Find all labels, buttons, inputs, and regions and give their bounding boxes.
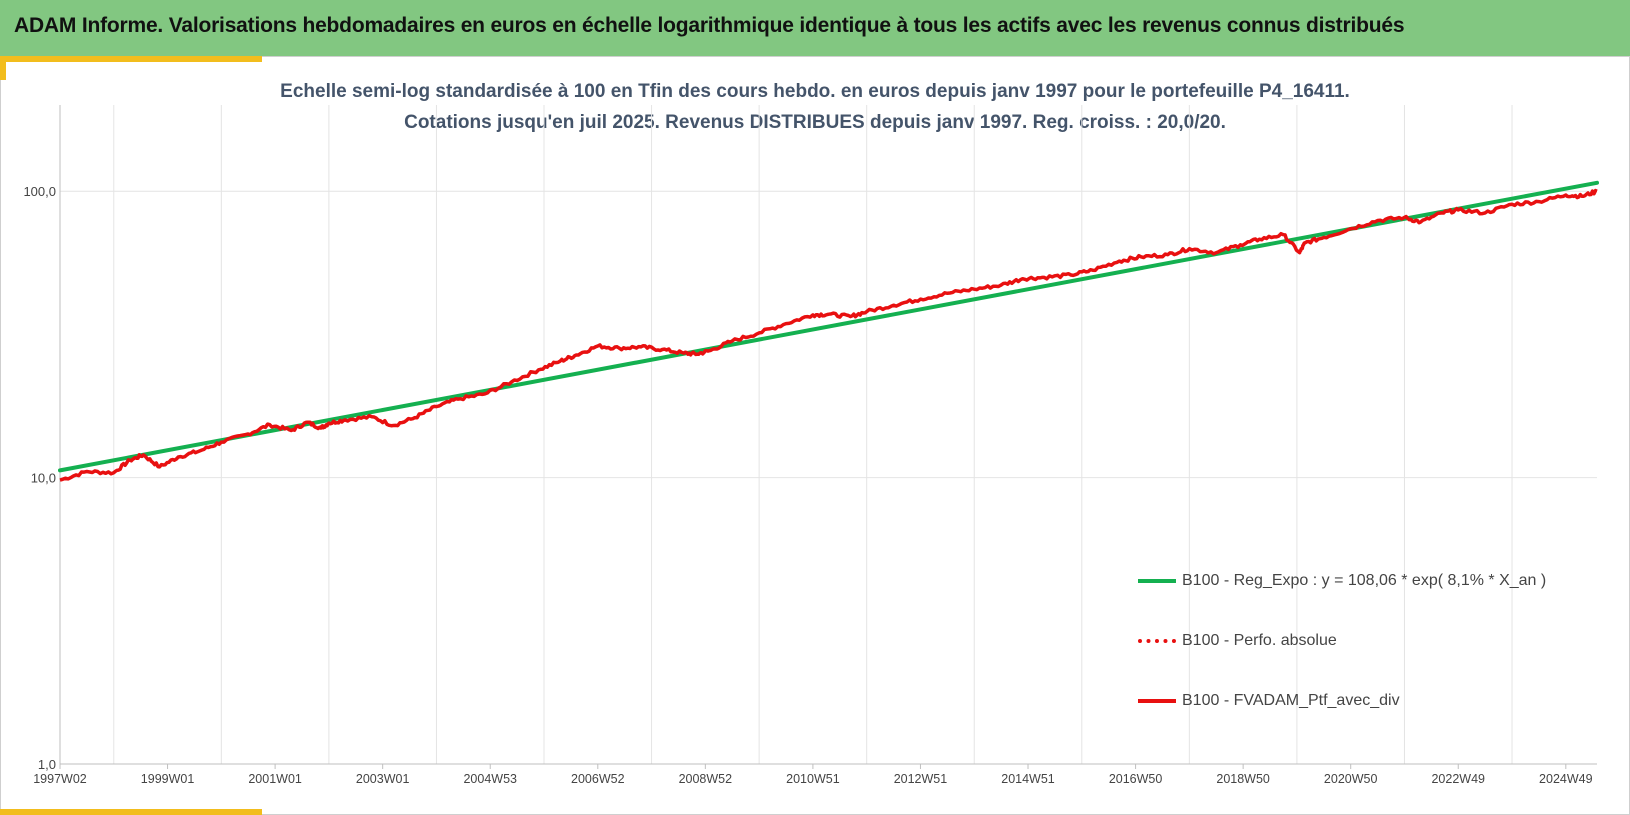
x-tick-label: 2016W50 xyxy=(1109,772,1163,786)
legend-label: B100 - Reg_Expo : y = 108,06 * exp( 8,1%… xyxy=(1182,572,1547,589)
legend-symbol xyxy=(1138,574,1176,588)
x-tick-label: 2003W01 xyxy=(356,772,410,786)
x-tick-label: 2018W50 xyxy=(1216,772,1270,786)
x-tick-label: 1999W01 xyxy=(141,772,195,786)
accent-bar-bottom-left xyxy=(0,809,262,815)
accent-bar-left xyxy=(0,56,6,80)
legend-label: B100 - Perfo. absolue xyxy=(1182,632,1337,649)
y-tick-label: 10,0 xyxy=(31,471,56,486)
chart-heading: Echelle semi-log standardisée à 100 en T… xyxy=(0,76,1630,138)
x-tick-label: 2014W51 xyxy=(1001,772,1055,786)
report-banner: ADAM Informe. Valorisations hebdomadaire… xyxy=(0,0,1630,56)
x-tick-label: 1997W02 xyxy=(33,772,87,786)
report-title: ADAM Informe. Valorisations hebdomadaire… xyxy=(14,14,1405,37)
chart-title: Echelle semi-log standardisée à 100 en T… xyxy=(280,81,1350,102)
x-tick-label: 2020W50 xyxy=(1324,772,1378,786)
legend-symbol xyxy=(1138,694,1176,708)
legend-label: B100 - FVADAM_Ptf_avec_div xyxy=(1182,692,1400,709)
y-tick-label: 100,0 xyxy=(23,184,56,199)
x-tick-label: 2012W51 xyxy=(894,772,948,786)
x-tick-label: 2001W01 xyxy=(248,772,302,786)
x-tick-label: 2022W49 xyxy=(1431,772,1485,786)
legend-item: B100 - Reg_Expo : y = 108,06 * exp( 8,1%… xyxy=(1138,572,1546,590)
legend-item: B100 - FVADAM_Ptf_avec_div xyxy=(1138,692,1400,710)
series-line-portfolio xyxy=(59,188,1598,482)
accent-bar-top-left xyxy=(0,56,262,62)
x-tick-label: 2024W49 xyxy=(1539,772,1593,786)
x-tick-label: 2006W52 xyxy=(571,772,625,786)
legend-item: B100 - Perfo. absolue xyxy=(1138,632,1337,650)
x-tick-label: 2004W53 xyxy=(463,772,517,786)
x-tick-label: 2010W51 xyxy=(786,772,840,786)
x-tick-label: 2008W52 xyxy=(679,772,733,786)
legend-symbol xyxy=(1138,634,1176,648)
series-line-regression xyxy=(58,180,1599,473)
chart-subtitle: Cotations jusqu'en juil 2025. Revenus DI… xyxy=(404,112,1226,133)
y-tick-label: 1,0 xyxy=(38,757,56,772)
